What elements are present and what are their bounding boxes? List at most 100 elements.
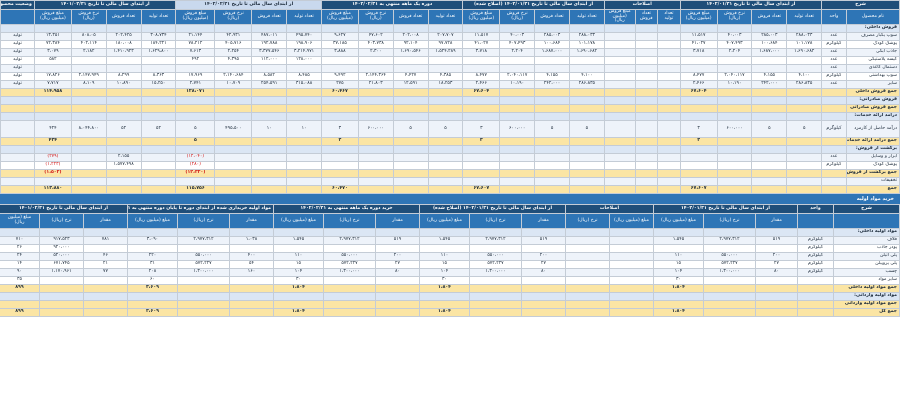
sales-cell: [499, 169, 536, 178]
sales-cell: [286, 88, 322, 97]
sales-cell: [657, 72, 681, 81]
mat-cell: [126, 228, 179, 237]
sales-cell: [357, 24, 394, 33]
materials-table: شرح واحد از ابتدای سال مالی تا تاریخ ۱۴۰۲/…: [0, 204, 900, 317]
sales-cell: [175, 64, 216, 73]
sales-cell: [657, 104, 681, 113]
mat-cell: [609, 300, 654, 309]
sales-cell: [657, 145, 681, 154]
sales-cell: [105, 88, 142, 97]
sales-row-label: سوپ بهداشتی: [845, 72, 900, 81]
sales-cell: ۲۱،۸۰۳: [357, 80, 394, 89]
sales-cell: [634, 72, 659, 81]
sales-subheader-cell: تعداد فروش: [392, 9, 429, 25]
sales-subheader-cell: تعداد فروش: [251, 9, 288, 25]
sales-cell: [634, 120, 659, 138]
sales-row: جمع ۶۷،۶۰۷ ۶۷،۶۰۷ ۶۰،۴۷۰ ۱۱۵،۷۵۶ ۱۱۳،۸۸۰: [0, 185, 900, 194]
sales-cell: [357, 112, 394, 121]
mat-cell: [82, 308, 128, 317]
sales-cell: [251, 169, 288, 178]
sales-cell: [751, 56, 788, 65]
mat-cell: ۱۵: [653, 260, 704, 269]
mat-cell: [177, 276, 230, 285]
sales-row: تخفیفات: [0, 177, 900, 186]
mat-cell: کیلوگرم: [797, 252, 834, 261]
sales-row: جمع برگشت از فروش (۱۲،۳۲۰) (۱،۵۰۲): [0, 169, 900, 178]
sales-cell: ۴۱،۰۲۷: [679, 40, 718, 49]
sales-cell: ۱۹۲،۷۸۸: [251, 40, 288, 49]
mat-cell: [177, 300, 230, 309]
mat-cell: [609, 236, 654, 245]
sales-cell: ۶۷،۶۰۴: [462, 88, 501, 97]
sales-cell: [679, 153, 718, 162]
sales-cell: (۱،۵۰۲): [33, 169, 72, 178]
mat-cell: [653, 292, 704, 301]
sales-subheader-cell: نام محصول: [845, 9, 900, 25]
mat-cell: ۵۷۲،۲۲۷: [469, 260, 522, 269]
sales-cell: [751, 88, 788, 97]
mat-cell: ۱۵: [419, 260, 470, 269]
mat-header-sub: مقدار نرخ (ریال) مبلغ (میلیون ریال) مبلغ (م…: [0, 213, 900, 229]
sales-cell: [657, 96, 681, 105]
mat-cell: ۲،۹۷۷،۳۱۲: [703, 236, 756, 245]
sales-cell: ۱،۵۲۴،۲۸۹: [427, 48, 464, 57]
mat-cell: ۳۰: [419, 276, 470, 285]
sales-cell: [175, 177, 216, 186]
sales-cell: ۴۹۲: [175, 56, 216, 65]
sales-subheader-cell: نرخ فروش (ریال): [70, 9, 107, 25]
sales-cell: ۳،۸۸۸: [320, 48, 359, 57]
mat-cell: ۵۵۰،۰۰۰: [323, 252, 376, 261]
sales-cell: [751, 153, 788, 162]
sales-cell: ۶۰،۴۷۰: [320, 185, 359, 194]
sales-cell: (۲۸۰): [175, 161, 216, 170]
mat-cell: [755, 244, 798, 253]
sales-cell: ۱۰۰،۶۸۴: [534, 40, 570, 49]
sales-cell: [603, 177, 636, 186]
sales-cell: [0, 177, 35, 186]
mat-cell: [229, 284, 274, 293]
sales-cell: ۱۰،۱۹۰: [716, 80, 753, 89]
sales-cell: ۴۸۷،۰۱۱: [251, 32, 288, 41]
sales-cell: ۳۰۸،۷۳۴: [140, 32, 177, 41]
mat-cell: [755, 228, 798, 237]
sales-cell: [499, 153, 536, 162]
mat-cell: [375, 244, 420, 253]
sales-cell: ۳: [320, 137, 359, 146]
sales-cell: ۴۰،۰۰۳: [716, 32, 753, 41]
sales-cell: تولید: [0, 64, 35, 73]
sales-subheader-cell: تعداد فروش: [634, 9, 659, 25]
sales-cell: [140, 96, 177, 105]
sales-subheader-cell: نرخ فروش (ریال): [357, 9, 394, 25]
sales-cell: [568, 153, 605, 162]
sales-cell: [33, 64, 72, 73]
sales-cell: [214, 137, 253, 146]
mat-cell: [703, 308, 756, 317]
sales-cell: [214, 88, 253, 97]
mat-cell: ۸۰: [521, 268, 566, 277]
sales-cell: ۱۲۸،۰۷۱: [175, 88, 216, 97]
sales-cell: [716, 24, 753, 33]
sales-cell: [634, 64, 659, 73]
sales-cell: ۸،۵۸۲: [251, 72, 288, 81]
sales-cell: ۱،۶۸۷،۰۰۰: [534, 48, 570, 57]
mat-cell: [469, 276, 522, 285]
sales-cell: کیلوگرم: [821, 72, 847, 81]
sales-cell: [70, 56, 107, 65]
sales-cell: [499, 64, 536, 73]
sales-cell: [427, 24, 464, 33]
mat-cell: ۳۰: [273, 276, 324, 285]
mat-cell: ۵۴: [229, 260, 274, 269]
sales-cell: [251, 161, 288, 170]
sales-cell: [462, 24, 501, 33]
sales-cell: [499, 185, 536, 194]
sales-cell: [786, 56, 823, 65]
sales-cell: [70, 64, 107, 73]
sales-cell: [392, 56, 429, 65]
sales-cell: [214, 64, 253, 73]
sales-row: پوشک کودک کیلوگرم ۱۰۱،۱۷۸ ۱۰۰،۶۸۴ ۴۰۷،۴۹۳ ۴۱،…: [0, 40, 900, 49]
sales-cell: ۵۲: [105, 120, 142, 138]
mat-cell: ۲،۹۷۷،۳۱۲: [177, 236, 230, 245]
mat-cell: ۶۷۱،۷۴۵: [38, 260, 84, 269]
sales-cell: [679, 161, 718, 170]
sales-cell: ۷،۶۱۳: [175, 48, 216, 57]
